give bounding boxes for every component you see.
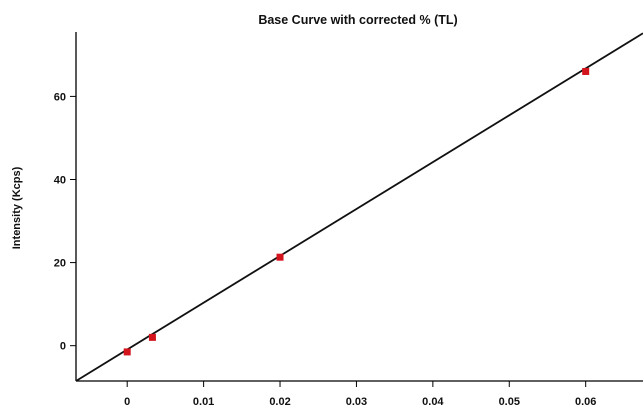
- y-tick-label: 20: [54, 258, 66, 270]
- plot-area: [75, 32, 643, 382]
- x-tick-label: 0.06: [575, 396, 596, 407]
- data-point: [276, 253, 284, 261]
- y-tick-label: 60: [54, 91, 66, 103]
- data-point: [123, 348, 131, 356]
- data-point: [582, 67, 590, 75]
- x-tick-label: 0.04: [422, 396, 444, 407]
- x-tick-label: 0.02: [269, 396, 290, 407]
- x-tick-label: 0: [124, 396, 130, 407]
- y-ticks: 0 20 40 60: [54, 91, 76, 353]
- x-tick-label: 0.05: [499, 396, 520, 407]
- data-point: [148, 333, 156, 341]
- x-ticks: 0 0.01 0.02 0.03 0.04 0.05 0.06: [124, 381, 596, 407]
- x-tick-label: 0.01: [193, 396, 214, 407]
- y-tick-label: 40: [54, 174, 66, 186]
- fit-line: [75, 32, 643, 382]
- chart-title: Base Curve with corrected % (TL): [258, 13, 457, 27]
- y-axis-label: Intensity (Kcps): [11, 166, 23, 249]
- y-tick-label: 0: [60, 341, 66, 353]
- x-tick-label: 0.03: [346, 396, 367, 407]
